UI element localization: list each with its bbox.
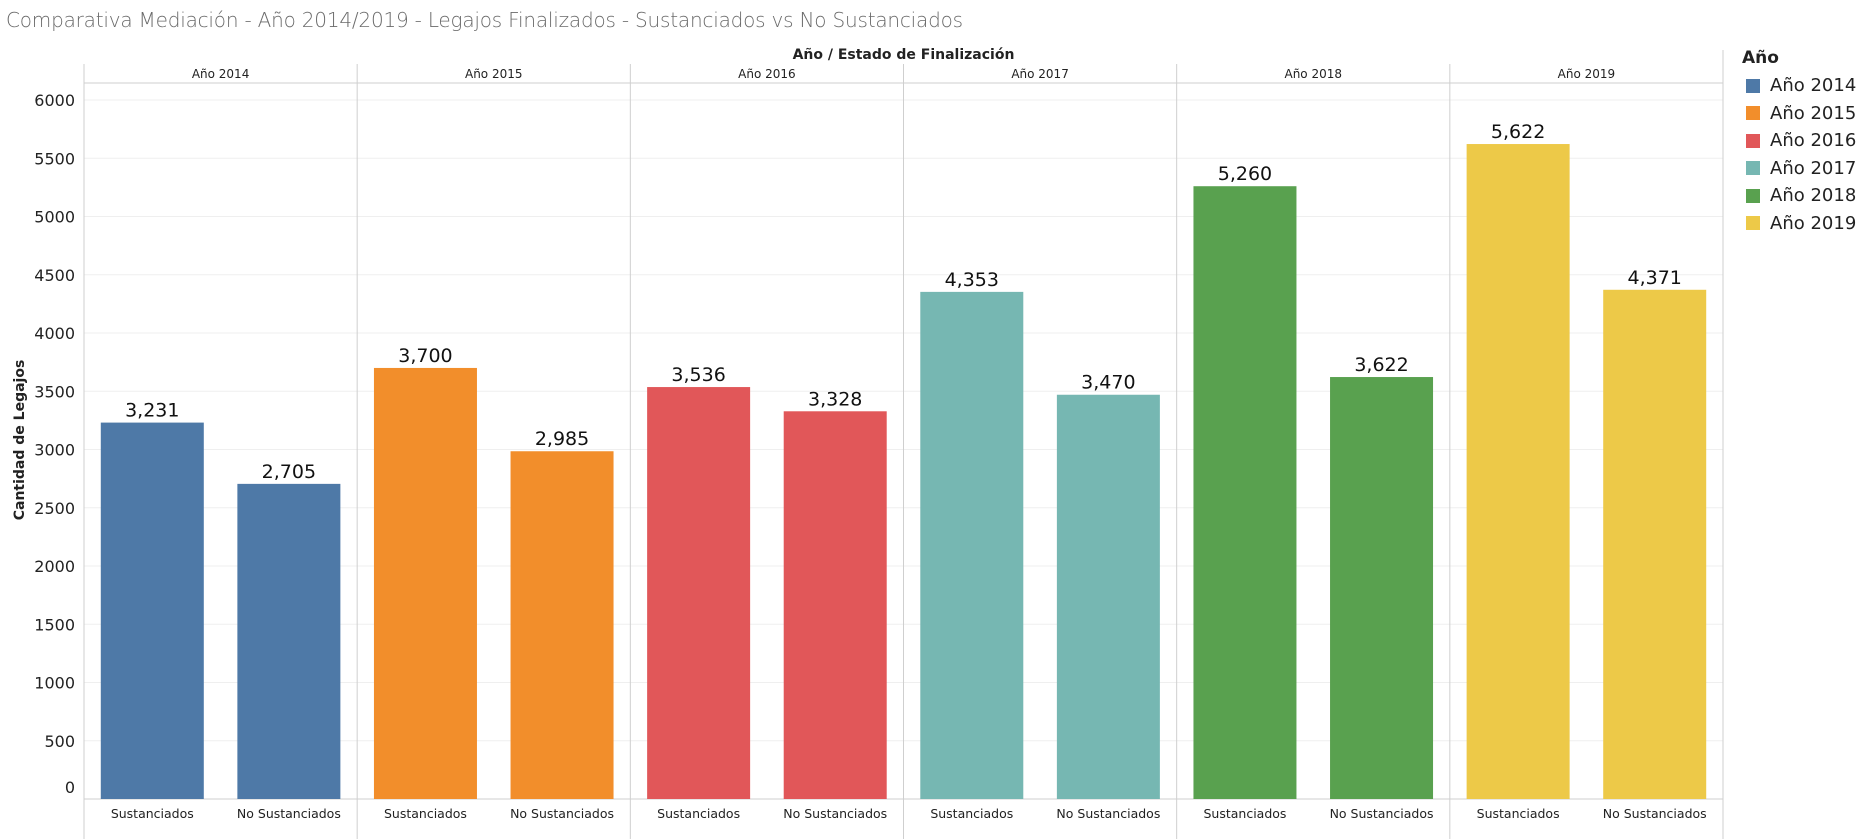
panel-header: Año 2016 [738, 67, 796, 81]
bar-value-label: 3,328 [808, 388, 862, 410]
x-tick-label: Sustanciados [657, 806, 740, 821]
legend-label: Año 2017 [1770, 157, 1857, 179]
y-tick-label: 4000 [34, 324, 75, 343]
bar [1603, 289, 1707, 799]
bar [1193, 186, 1297, 799]
x-tick-label: Sustanciados [1203, 806, 1286, 821]
bar-value-label: 3,700 [398, 345, 452, 367]
bar [510, 451, 614, 799]
y-tick-label: 6000 [34, 91, 75, 110]
bar-value-label: 3,622 [1354, 354, 1408, 376]
column-header-title: Año / Estado de Finalización [793, 47, 1015, 63]
chart-title: Comparativa Mediación - Año 2014/2019 - … [6, 8, 963, 32]
legend-item[interactable]: Año 2014 [1742, 72, 1856, 100]
panel-header: Año 2018 [1284, 67, 1342, 81]
bar-value-label: 5,260 [1218, 163, 1272, 185]
x-tick-label: Sustanciados [930, 806, 1013, 821]
y-tick-label: 2000 [34, 557, 75, 576]
y-tick-label: 1000 [34, 674, 75, 693]
bar [1330, 377, 1434, 799]
bar-value-label: 2,705 [262, 461, 316, 483]
legend-swatch [1746, 161, 1760, 176]
y-tick-label: 3500 [34, 382, 75, 401]
y-tick-label: 5000 [34, 208, 75, 227]
x-tick-label: No Sustanciados [1603, 806, 1707, 821]
bar [920, 291, 1024, 799]
x-tick-label: No Sustanciados [1056, 806, 1160, 821]
legend-item[interactable]: Año 2015 [1742, 100, 1856, 128]
x-tick-label: No Sustanciados [510, 806, 614, 821]
y-tick-label: 1500 [34, 615, 75, 634]
panel-header: Año 2019 [1558, 67, 1616, 81]
legend-label: Año 2019 [1770, 212, 1857, 234]
legend-item[interactable]: Año 2016 [1742, 127, 1856, 155]
panel-header: Año 2014 [192, 67, 250, 81]
panel-header: Año 2017 [1011, 67, 1069, 81]
x-tick-label: Sustanciados [111, 806, 194, 821]
legend-label: Año 2014 [1770, 75, 1857, 97]
y-tick-label: 4500 [34, 266, 75, 285]
legend-swatch [1746, 78, 1760, 93]
x-tick-label: Sustanciados [384, 806, 467, 821]
y-tick-label: 5500 [34, 149, 75, 168]
legend-label: Año 2018 [1770, 185, 1857, 207]
bar [100, 422, 204, 799]
y-tick-label: 500 [44, 732, 75, 751]
legend-swatch [1746, 188, 1760, 203]
y-tick-label: 2500 [34, 499, 75, 518]
legend-item[interactable]: Año 2017 [1742, 155, 1856, 183]
legend-title: Año [1742, 48, 1779, 68]
bar [783, 411, 887, 799]
bar-value-label: 3,231 [125, 400, 179, 422]
legend-item[interactable]: Año 2019 [1742, 210, 1856, 238]
legend-label: Año 2016 [1770, 130, 1857, 152]
legend-label: Año 2015 [1770, 102, 1857, 124]
bar [373, 367, 477, 799]
bar-value-label: 3,470 [1081, 372, 1135, 394]
legend-swatch [1746, 133, 1760, 148]
bar-value-label: 4,353 [945, 269, 999, 291]
bar [237, 483, 341, 799]
legend: Año Año 2014 Año 2015 Año 2016 Año 2017 Año … [1742, 48, 1856, 237]
legend-swatch [1746, 216, 1760, 231]
bar-value-label: 4,371 [1628, 267, 1682, 289]
legend-swatch [1746, 106, 1760, 121]
x-tick-label: No Sustanciados [783, 806, 887, 821]
x-tick-label: No Sustanciados [237, 806, 341, 821]
bar [647, 387, 751, 799]
bar-value-label: 3,536 [671, 364, 725, 386]
y-axis-title: Cantidad de Legajos [12, 360, 28, 521]
x-tick-label: No Sustanciados [1330, 806, 1434, 821]
panel-header: Año 2015 [465, 67, 523, 81]
y-tick-label: 3000 [34, 441, 75, 460]
y-tick-label: 0 [65, 778, 75, 797]
legend-item[interactable]: Año 2018 [1742, 182, 1856, 210]
bar [1466, 144, 1570, 800]
bar-value-label: 2,985 [535, 428, 589, 450]
x-tick-label: Sustanciados [1477, 806, 1560, 821]
bar-value-label: 5,622 [1491, 121, 1545, 143]
bar [1056, 394, 1160, 799]
